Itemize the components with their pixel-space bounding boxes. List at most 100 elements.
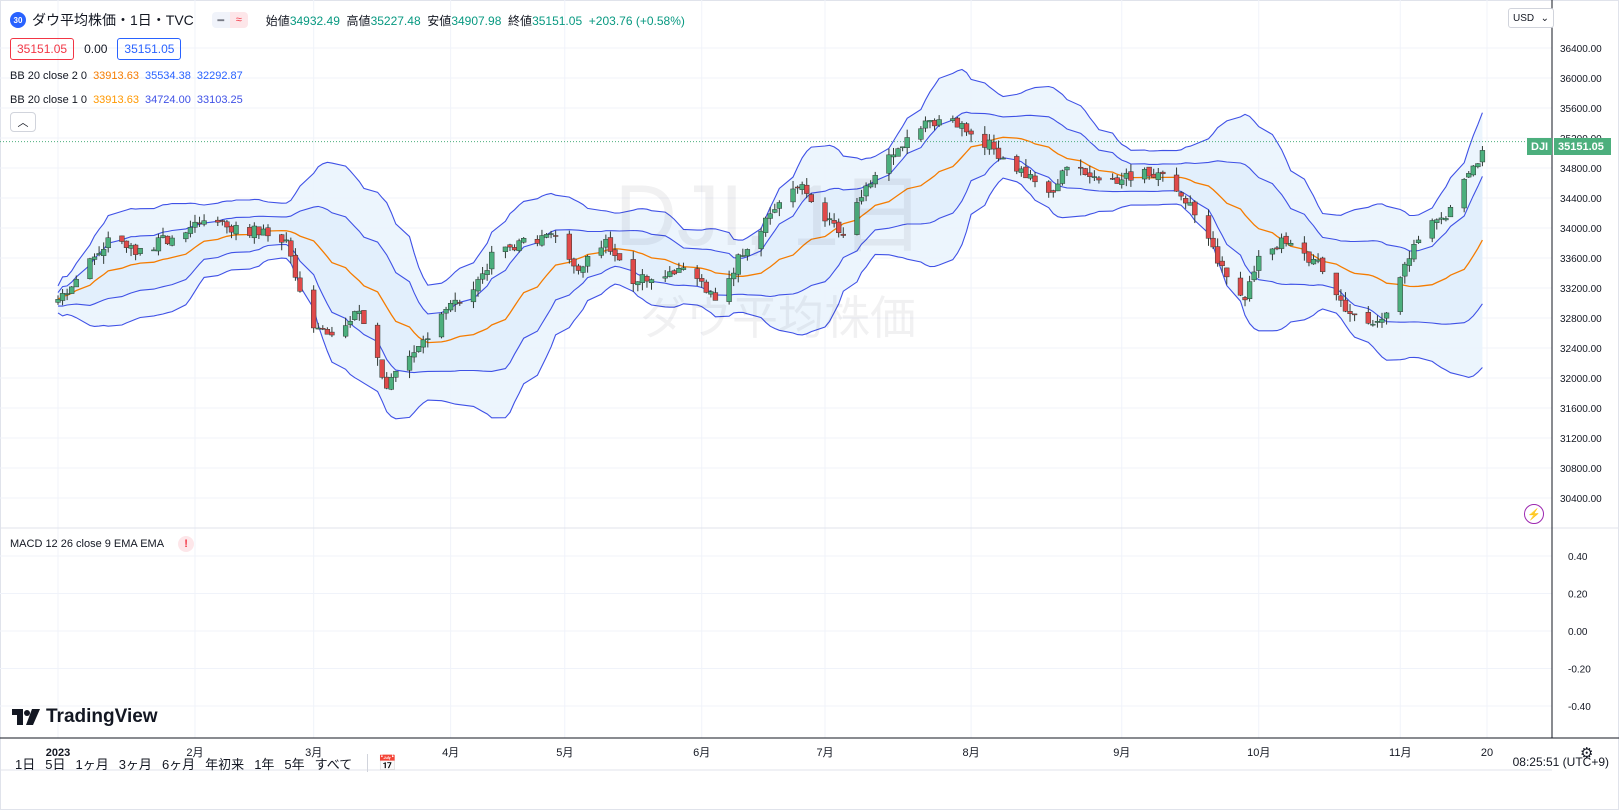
tf-3m[interactable]: 3ヶ月 [118,756,152,772]
tf-6m[interactable]: 6ヶ月 [161,756,196,772]
tradingview-logo[interactable]: TradingView [12,706,158,728]
candle-body [1256,255,1262,271]
candle-body [374,324,381,358]
candle-body [895,148,901,157]
time-tick-label: 4月 [442,747,459,759]
candle-body [484,270,490,275]
collapse-legend-button[interactable]: ︿ [10,112,36,132]
candle-body [1429,220,1435,239]
candle-body [201,220,207,225]
tf-all[interactable]: すべて [314,756,353,772]
candle-body [1237,277,1244,296]
tf-ytd[interactable]: 年初来 [205,756,245,772]
candle-body [228,225,235,233]
candle-body [416,346,422,352]
price-tick-label: 33200.00 [1560,284,1602,295]
bb2-legend[interactable]: BB 20 close 2 0 33913.63 35534.38 32292.… [10,70,243,82]
candle-body [457,302,463,304]
candle-body [1242,297,1248,301]
candle-body [1082,168,1088,175]
candle-body [187,227,194,234]
candle-body [959,123,965,129]
candle-body [329,331,335,336]
bb1-legend[interactable]: BB 20 close 1 0 33913.63 34724.00 33103.… [10,94,243,106]
candle-body [452,299,458,305]
last-price-tag: 35151.05 [1554,138,1611,155]
candle-body [772,209,778,213]
tf-1y[interactable]: 1年 [254,756,275,772]
lightning-icon[interactable]: ⚡ [1524,504,1544,524]
time-tick-label: 20 [1481,747,1493,759]
bid-price[interactable]: 35151.05 [10,38,75,60]
bid-ask-row: 35151.05 0.00 35151.05 [10,38,182,60]
wave-icon[interactable]: ≈ [229,12,248,28]
symbol-legend[interactable]: 30 ダウ平均株価・1日・TVC ━ ≈ 始値34932.49 高値35227.… [10,10,685,30]
candle-body [1087,172,1093,177]
candle-body [64,293,70,295]
candle-body [1383,312,1390,319]
symbol-title[interactable]: ダウ平均株価・1日・TVC [32,12,194,28]
candle-body [489,251,495,270]
legend-controls[interactable]: ━ ≈ [211,12,248,28]
macd-tick-label: 0.40 [1568,552,1588,563]
candle-body [196,222,203,225]
calendar-icon[interactable]: 📅 [378,755,397,772]
candle-body [101,249,107,256]
ask-price[interactable]: 35151.05 [117,38,182,60]
candle-body [164,235,171,245]
candle-body [279,234,285,243]
clock[interactable]: 08:25:51 (UTC+9) [1512,755,1609,769]
watermark-symbol: DJI, 1日 [615,168,926,264]
candle-body [132,244,139,255]
candle-body [1096,177,1102,181]
candle-body [630,259,636,284]
price-tick-label: 32400.00 [1560,344,1602,355]
candle-body [1347,311,1353,314]
candle-body [119,235,125,242]
candle-body [1114,177,1120,184]
candle-body [726,278,732,302]
candle-body [1402,263,1408,277]
currency-select[interactable]: USD ⌄ [1508,8,1554,28]
candle-body [1183,198,1189,204]
tf-1d[interactable]: 1日 [15,756,36,772]
candle-body [1406,258,1413,266]
candle-body [603,239,609,248]
macd-legend[interactable]: MACD 12 26 close 9 EMA EMA ! [10,536,195,552]
candle-body [950,118,956,121]
candle-body [1374,321,1381,323]
candle-body [671,270,677,275]
tf-1m[interactable]: 1ヶ月 [75,756,109,772]
minimize-icon[interactable]: ━ [211,12,230,28]
candle-body [256,226,262,236]
candle-body [744,249,751,257]
candle-body [1155,172,1161,180]
tf-5d[interactable]: 5日 [45,756,66,772]
candle-body [123,240,130,248]
candle-body [1283,235,1289,244]
candle-body [1443,218,1449,221]
price-tick-label: 36000.00 [1560,74,1602,85]
bb1-lower: 33103.25 [196,94,243,106]
candle-body [1178,192,1184,197]
candle-body [502,246,509,252]
candle-body [552,235,559,237]
candle-body [1288,243,1294,246]
candle-body [447,303,454,311]
price-axis[interactable]: 36400.0036000.0035600.0035200.0034800.00… [1560,44,1602,505]
macd-axis[interactable]: 0.40 0.20 0.00 -0.20 -0.40 [1568,552,1591,713]
candle-body [868,183,874,188]
time-axis[interactable]: 2023 2月 3月 4月 5月 6月 7月 8月 9月 10月 11月 20 [46,747,1493,759]
tf-5y[interactable]: 5年 [284,756,305,772]
candle-body [1470,165,1476,176]
candle-body [521,237,527,243]
gear-icon[interactable]: ⚙ [1580,745,1594,762]
candle-body [443,309,449,314]
candle-body [1000,157,1006,160]
price-tick-label: 31200.00 [1560,434,1602,445]
warning-icon[interactable]: ! [178,536,195,552]
candle-body [1192,201,1198,216]
candle-body [1160,171,1166,175]
candle-body [292,255,299,278]
